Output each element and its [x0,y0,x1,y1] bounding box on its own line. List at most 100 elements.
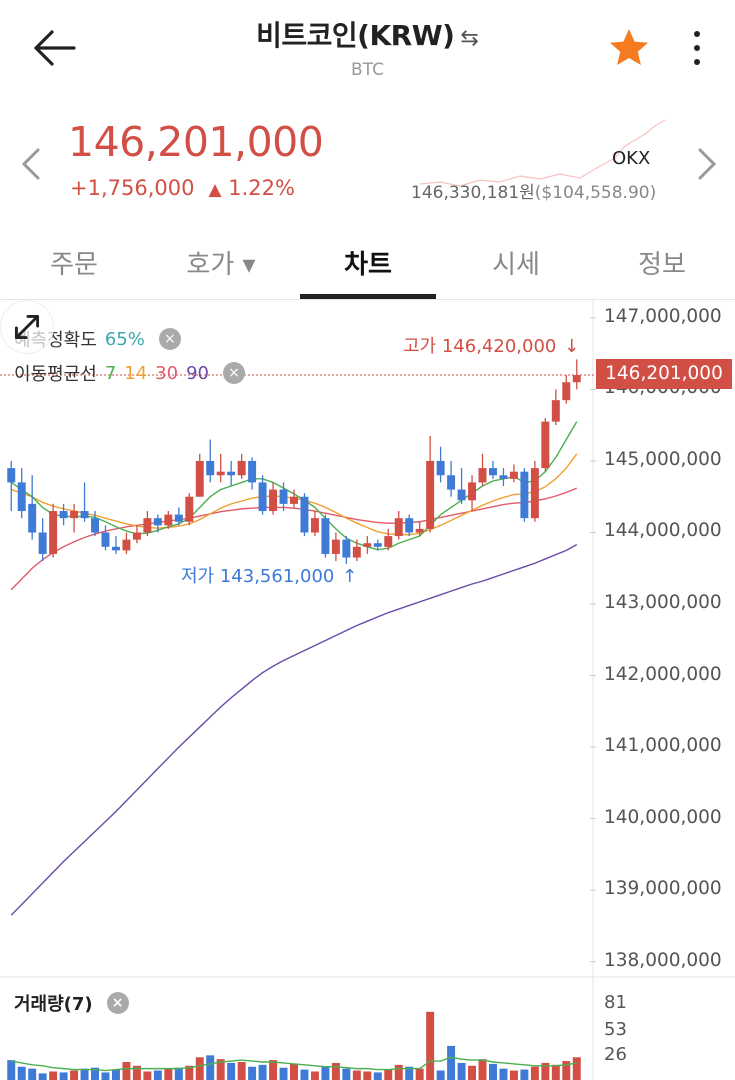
volume-bar [195,1057,204,1080]
more-menu-icon[interactable] [685,28,709,68]
chevron-left-icon[interactable] [16,144,46,184]
active-tab-indicator [300,294,436,299]
candle-body [342,539,351,558]
volume-bar [478,1059,487,1080]
change-amount: +1,756,000 [70,176,195,200]
candle-body [28,503,37,533]
top-bar: 비트코인(KRW) ⇆ BTC [0,0,735,95]
close-prediction-icon[interactable]: × [158,328,181,350]
volume-bar [290,1063,298,1080]
candle-body [143,518,152,533]
volume-bar [562,1061,571,1080]
candlestick-chart-canvas[interactable] [0,300,735,1080]
candle-body [394,518,403,537]
candle-body [91,518,99,533]
candle-body [489,468,497,476]
volume-bar [143,1071,152,1080]
volume-bar [174,1067,183,1080]
y-tick-label: 145,000,000 [604,448,722,470]
candle-body [38,532,47,554]
volume-bar [206,1055,215,1080]
volume-bar [499,1068,508,1080]
volume-ma-line [11,1056,577,1072]
volume-bar [80,1068,89,1080]
volume-tick-label: 26 [604,1044,627,1066]
candle-body [352,546,361,558]
volume-bar [405,1066,414,1080]
volume-bar [394,1064,403,1080]
candle-body [478,468,487,483]
volume-bar [436,1070,445,1080]
price-chart[interactable]: 예측정확도 65% × 이동평균선 7 14 30 90 × 고가 146,42… [0,300,735,1080]
volume-bar [111,1069,120,1080]
close-volume-icon[interactable]: × [106,992,129,1014]
reference-price: 146,330,181원($104,558.90) [411,178,656,203]
candle-body [153,518,162,526]
back-arrow-icon[interactable] [30,26,78,70]
volume-bar [185,1065,194,1080]
title-block: 비트코인(KRW) ⇆ BTC [0,14,735,80]
candle-body [468,482,477,501]
current-price-tag: 146,201,000 [596,359,732,389]
up-triangle-icon: ▲ [208,180,222,200]
candle-body [258,482,267,512]
expand-chart-icon[interactable] [0,300,54,354]
volume-bar [300,1069,309,1080]
chevron-right-icon[interactable] [692,144,722,184]
high-arrow-icon: ↓ [564,336,580,357]
candle-body [111,546,120,551]
y-tick-label: 143,000,000 [604,592,722,614]
volume-bar [520,1069,529,1080]
volume-bar [91,1067,99,1080]
tab-market[interactable]: 시세 [492,250,540,280]
candle-body [248,460,257,483]
page-subtitle: BTC [351,60,384,80]
close-ma-icon[interactable]: × [222,362,245,384]
volume-bar [373,1072,382,1080]
change-percent: 1.22% [228,176,295,200]
volume-bar [426,1011,435,1080]
prediction-value: 65% [104,328,145,350]
reference-krw: 146,330,181원 [411,183,535,203]
volume-bar [509,1070,518,1080]
candle-body [195,460,204,497]
candle-body [363,543,372,547]
candle-body [59,511,68,519]
tab-orderbook[interactable]: 호가 ▾ [186,250,256,280]
candle-body [405,518,414,533]
swap-icon[interactable]: ⇆ [460,26,479,51]
volume-bar [101,1072,110,1080]
candle-body [80,511,89,519]
volume-bar [572,1057,581,1080]
candle-body [310,518,319,533]
volume-bar [363,1071,372,1080]
favorite-star-icon[interactable] [606,26,652,70]
candle-body [300,496,309,533]
volume-bar [269,1060,278,1080]
candle-body [415,528,424,533]
volume-bar [227,1062,236,1080]
tab-order[interactable]: 주문 [50,250,98,280]
volume-bar [132,1065,141,1080]
candle-body [551,400,560,422]
volume-legend: 거래량(7) × [14,990,129,1016]
ma-period-30: 30 [155,362,179,384]
candle-body [499,475,508,479]
volume-bar [415,1068,424,1080]
volume-bar [279,1067,288,1080]
volume-bar [530,1066,539,1080]
tab-info[interactable]: 정보 [638,250,686,280]
candle-body [373,543,382,547]
tab-chart[interactable]: 차트 [344,250,392,280]
volume-bar [331,1062,340,1080]
volume-bar [447,1045,456,1080]
volume-bar [457,1062,466,1080]
sparkline-chart [420,119,666,187]
ma-period-7: 7 [104,362,117,384]
low-arrow-icon: ↑ [342,566,358,587]
candle-body [101,532,110,547]
reference-usd: ($104,558.90) [534,183,657,203]
y-tick-label: 147,000,000 [604,305,722,327]
candle-body [541,421,550,469]
candle-body [530,468,539,519]
